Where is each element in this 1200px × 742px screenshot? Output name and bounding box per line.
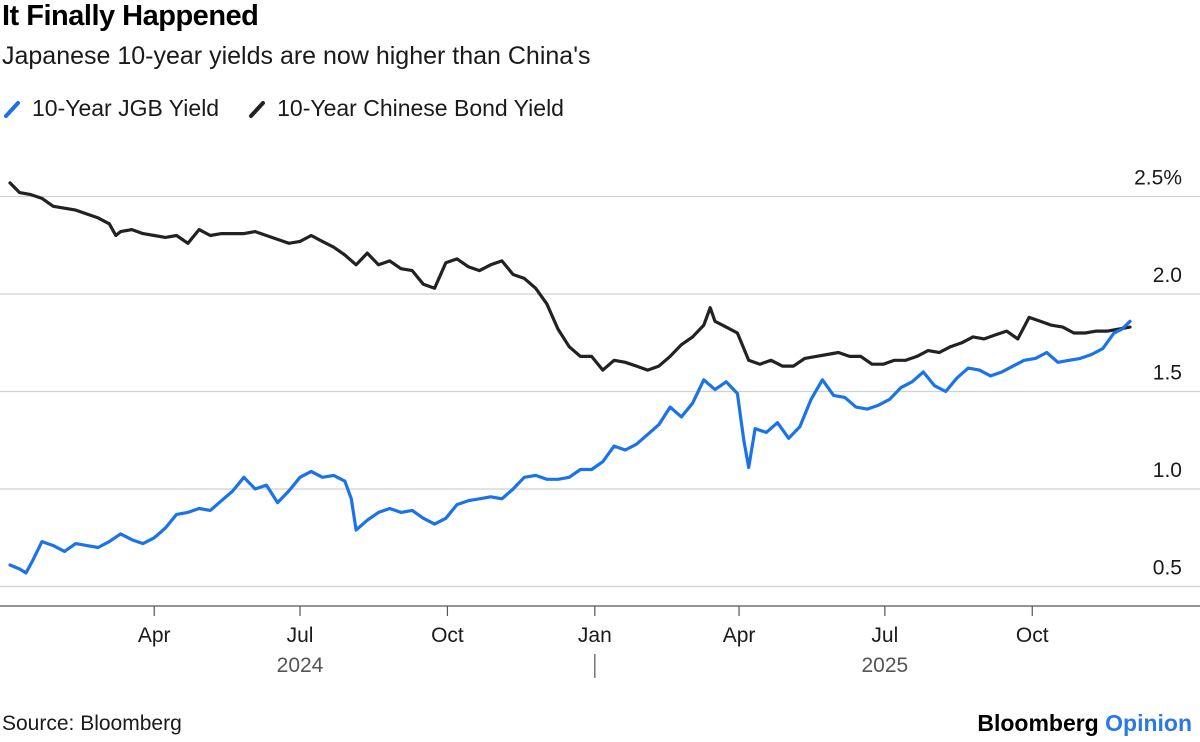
x-tick-label: Jul <box>287 624 314 647</box>
x-tick-label: Oct <box>431 624 464 647</box>
y-tick-label: 1.5 <box>1153 362 1182 385</box>
legend-label-china: 10-Year Chinese Bond Yield <box>277 95 564 121</box>
x-tick-label: Jan <box>578 624 612 647</box>
chart-subtitle: Japanese 10-year yields are now higher t… <box>2 42 591 70</box>
series-line-jgb <box>8 319 1132 575</box>
brand-main: Bloomberg <box>977 710 1099 736</box>
legend-label-jgb: 10-Year JGB Yield <box>32 95 220 121</box>
year-label: 2024 <box>277 654 324 677</box>
x-tick-label: Oct <box>1016 624 1049 647</box>
legend-item-jgb: 10-Year JGB Yield <box>2 95 219 122</box>
series-line-china <box>8 181 1132 372</box>
legend-item-china: 10-Year Chinese Bond Yield <box>247 95 564 122</box>
brand-accent: Opinion <box>1105 710 1192 736</box>
brand-logo: Bloomberg Opinion <box>977 710 1192 737</box>
legend: 10-Year JGB Yield 10-Year Chinese Bond Y… <box>2 95 592 122</box>
y-tick-label: 2.0 <box>1153 264 1182 287</box>
year-label: 2025 <box>861 654 908 677</box>
chart-title: It Finally Happened <box>2 0 259 32</box>
x-tick-label: Apr <box>723 624 756 647</box>
legend-swatch-jgb-icon <box>4 100 20 118</box>
x-tick-label: Apr <box>138 624 171 647</box>
source-note: Source: Bloomberg <box>2 712 182 735</box>
y-tick-label: 2.5% <box>1134 167 1182 190</box>
y-tick-label: 0.5 <box>1153 557 1182 580</box>
x-tick-label: Jul <box>871 624 898 647</box>
y-tick-label: 1.0 <box>1153 459 1182 482</box>
legend-swatch-china-icon <box>249 100 266 118</box>
